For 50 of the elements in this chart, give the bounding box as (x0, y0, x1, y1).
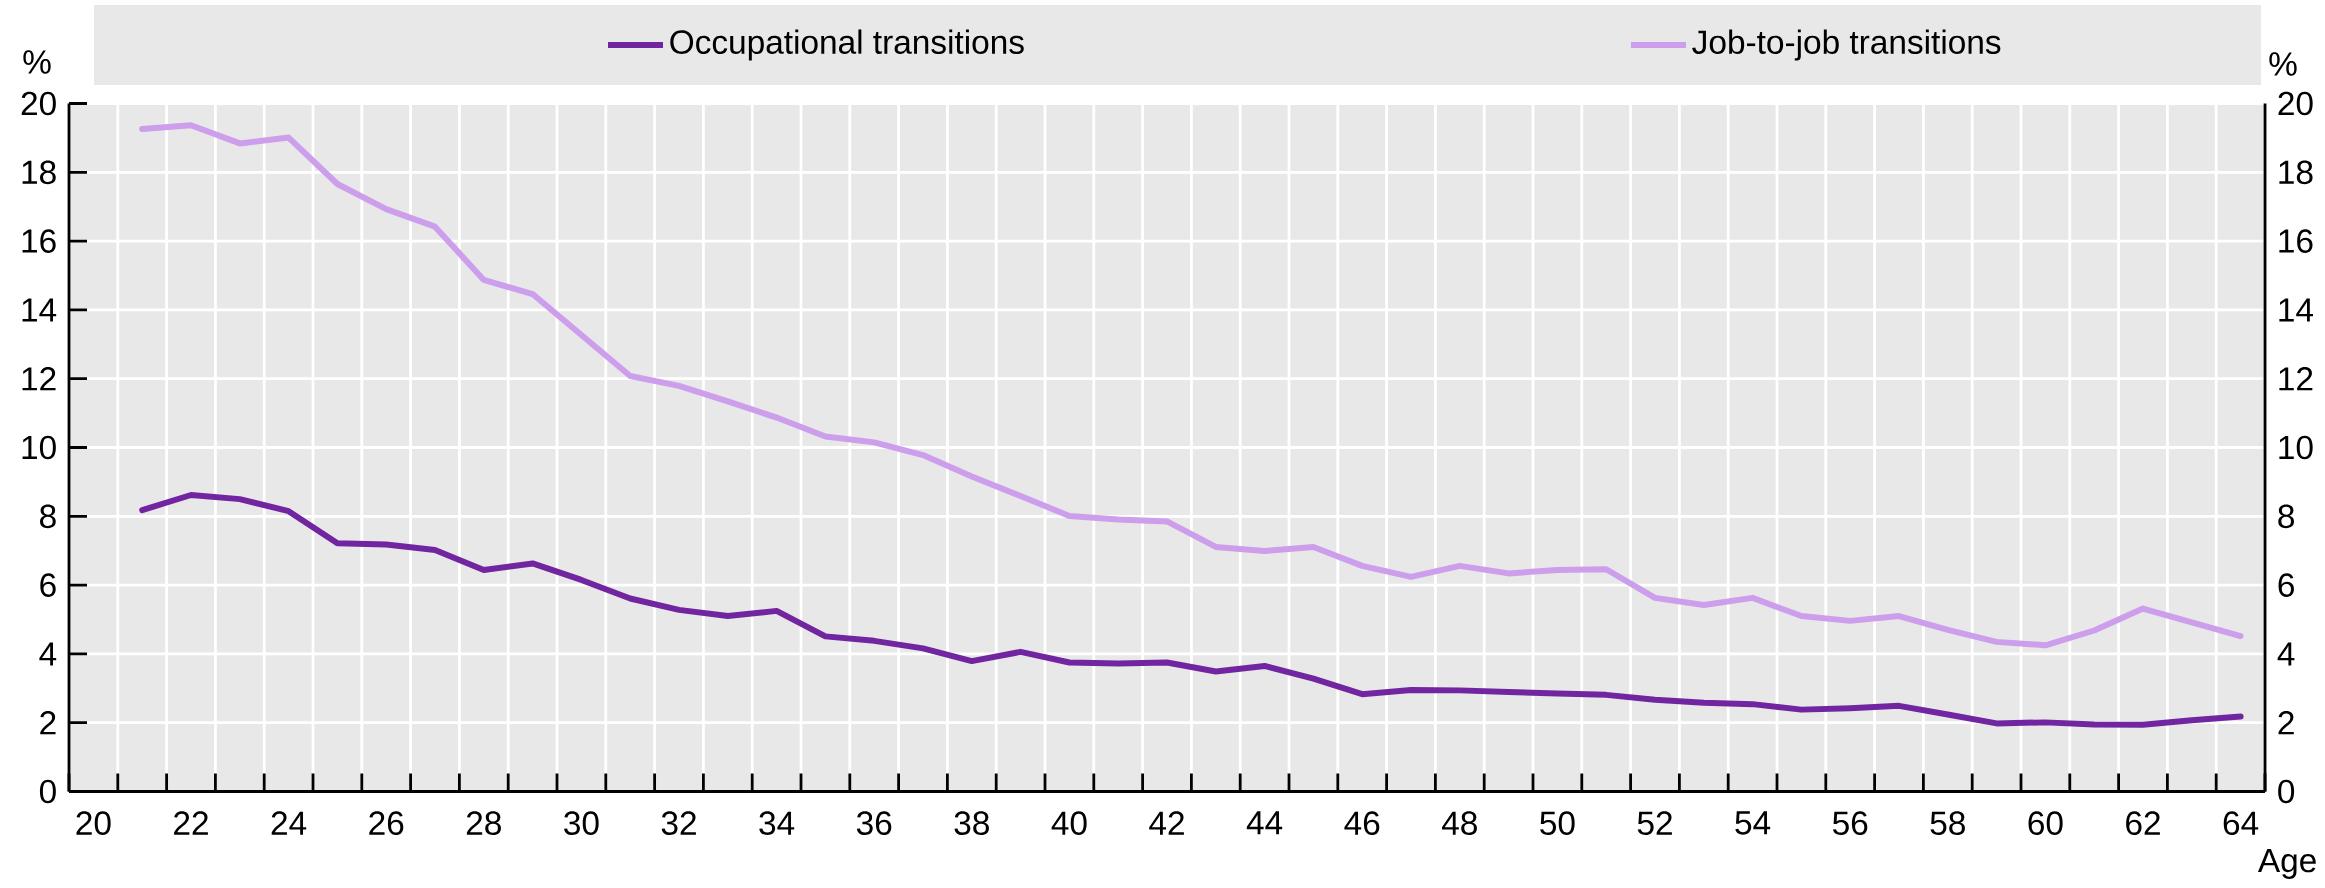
x-tick-label: 52 (1637, 811, 1672, 835)
legend-label: Occupational transitions (670, 29, 1024, 61)
y-tick-label: 0 (39, 779, 56, 804)
x-tick-label: 62 (2126, 811, 2160, 835)
y-tick-label: 2 (40, 711, 56, 735)
y2-tick-label: 14 (2279, 298, 2313, 322)
x-tick-label: 56 (1832, 811, 1868, 835)
y2-tick-label: 4 (2277, 642, 2295, 666)
x-tick-label: 60 (2028, 811, 2063, 835)
x-tick-label: 30 (564, 811, 599, 835)
x-tick-label: 44 (1246, 811, 1283, 835)
x-tick-label: 48 (1442, 811, 1477, 835)
x-tick-label: 26 (369, 811, 404, 835)
x-tick-label: 38 (954, 811, 989, 835)
y2-tick-label: 12 (2279, 367, 2313, 391)
y-tick-label: 14 (22, 298, 57, 322)
y2-axis-title: % (2269, 52, 2297, 76)
y2-tick-label: 8 (2278, 504, 2294, 529)
x-tick-label: 46 (1344, 811, 1380, 835)
y-tick-label: 4 (39, 642, 57, 666)
x-tick-label: 42 (1149, 811, 1184, 835)
x-tick-label: 34 (759, 811, 795, 835)
y-tick-label: 8 (40, 504, 56, 529)
x-tick-label: 54 (1735, 811, 1771, 835)
x-tick-label: 32 (661, 811, 696, 835)
x-tick-label: 24 (271, 811, 307, 835)
y2-tick-label: 10 (2279, 435, 2313, 460)
y-tick-label: 20 (21, 91, 56, 116)
y2-tick-label: 6 (2278, 573, 2294, 597)
y-axis-title: % (23, 50, 51, 74)
x-tick-label: 58 (1930, 811, 1965, 835)
y-tick-label: 12 (22, 367, 56, 391)
legend-label: Job-to-job transitions (1692, 29, 2001, 61)
y2-tick-label: 18 (2279, 160, 2313, 185)
y-tick-label: 6 (40, 573, 56, 597)
x-tick-label: 28 (466, 811, 501, 835)
x-tick-label: 22 (174, 811, 208, 835)
x-axis-title: Age (2257, 849, 2316, 879)
y2-tick-label: 16 (2279, 229, 2313, 253)
x-tick-label: 50 (1540, 811, 1575, 835)
x-tick-label: 36 (856, 811, 892, 835)
y2-tick-label: 2 (2278, 711, 2294, 735)
x-tick-label: 64 (2223, 811, 2259, 835)
y-tick-label: 16 (22, 229, 56, 253)
x-tick-label: 20 (76, 811, 111, 835)
y2-tick-label: 20 (2278, 91, 2313, 116)
x-tick-label: 40 (1051, 811, 1087, 835)
y-tick-label: 10 (22, 435, 56, 460)
y2-tick-label: 0 (2278, 779, 2295, 804)
y-tick-label: 18 (22, 160, 56, 185)
